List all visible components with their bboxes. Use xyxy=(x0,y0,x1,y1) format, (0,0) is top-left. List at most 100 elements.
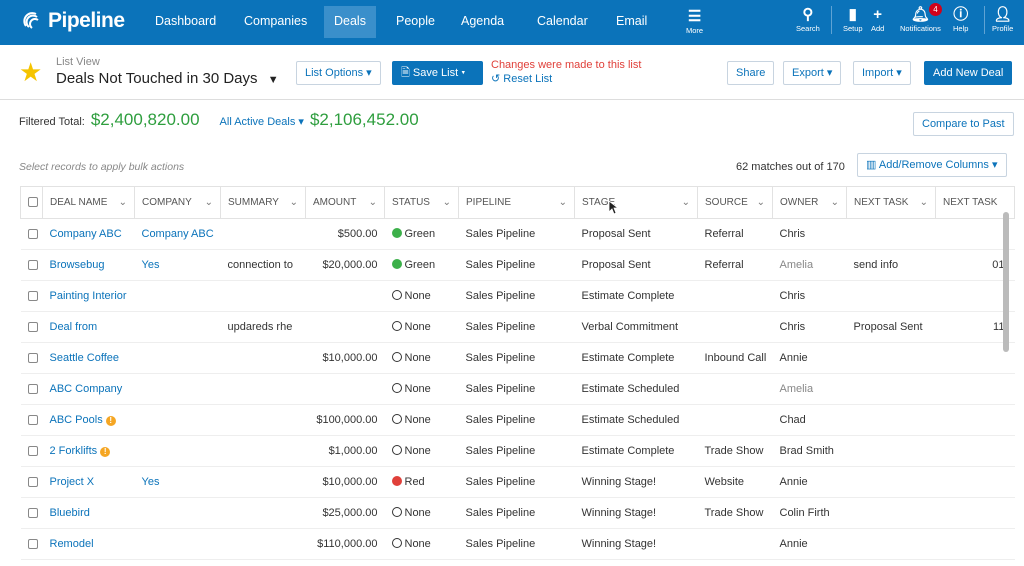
column-header[interactable]: Stage ⌄ xyxy=(574,186,698,219)
nav-email[interactable]: Email xyxy=(616,14,648,28)
deal-name-link[interactable]: Painting Interior xyxy=(49,290,127,302)
column-header[interactable]: Deal Name ⌄ xyxy=(42,186,135,219)
save-list-button[interactable]: 🗎 Save List ▾ xyxy=(392,61,483,85)
column-header[interactable]: Summary ⌄ xyxy=(220,186,306,219)
row-checkbox[interactable] xyxy=(20,311,43,343)
table-row[interactable]: Company ABC Company ABC $500.00 Green Sa… xyxy=(20,218,1015,250)
deal-name-link[interactable]: Company ABC xyxy=(49,228,122,240)
column-header[interactable]: Pipeline ⌄ xyxy=(458,186,575,219)
column-header[interactable]: Next Task xyxy=(935,186,1015,219)
deal-name-link[interactable]: 2 Forklifts xyxy=(49,445,98,457)
row-checkbox[interactable] xyxy=(20,435,43,467)
search-icon: ⚲ xyxy=(802,6,814,23)
share-button[interactable]: Share xyxy=(727,61,775,85)
nav-companies[interactable]: Companies xyxy=(244,14,308,28)
deal-name-link[interactable]: Browsebug xyxy=(49,259,105,271)
table-row[interactable]: Deal from updareds rhe None Sales Pipeli… xyxy=(20,311,1015,343)
row-checkbox[interactable] xyxy=(20,342,43,374)
table-row[interactable]: Seattle Coffee $10,000.00 None Sales Pip… xyxy=(20,342,1015,374)
chevron-down-icon[interactable]: ⌄ xyxy=(442,197,451,208)
table-row[interactable]: ABC Company None Sales Pipeline Estimate… xyxy=(20,373,1015,405)
row-checkbox[interactable] xyxy=(20,528,43,560)
import-button[interactable]: Import ▾ xyxy=(853,61,911,85)
table-row[interactable]: 2 Forklifts! $1,000.00 None Sales Pipeli… xyxy=(20,435,1015,467)
deal-name-link[interactable]: ABC Company xyxy=(49,383,123,395)
table-row[interactable]: Bluebird $25,000.00 None Sales Pipeline … xyxy=(20,497,1015,529)
table-row[interactable]: ABC Pools! $100,000.00 None Sales Pipeli… xyxy=(20,404,1015,436)
compare-to-past-button[interactable]: Compare to Past xyxy=(913,112,1014,136)
column-header[interactable]: Source ⌄ xyxy=(697,186,773,219)
active-deals-dropdown[interactable]: All Active Deals ▾ xyxy=(219,116,304,128)
column-header[interactable]: Next Task ⌄ xyxy=(846,186,936,219)
column-header[interactable]: Company ⌄ xyxy=(134,186,221,219)
list-selector[interactable]: Deals Not Touched in 30 Days ▼ xyxy=(56,70,279,87)
company-link[interactable]: Yes xyxy=(134,466,221,498)
company-link[interactable] xyxy=(134,404,221,436)
add-remove-columns-button[interactable]: ▥ Add/Remove Columns ▾ xyxy=(857,153,1007,177)
star-icon[interactable]: ★ xyxy=(19,57,43,87)
column-header[interactable]: Owner ⌄ xyxy=(772,186,847,219)
company-link[interactable] xyxy=(134,528,221,560)
chevron-down-icon[interactable]: ⌄ xyxy=(830,197,839,208)
nav-people[interactable]: People xyxy=(396,14,435,28)
add-button[interactable]: + Add xyxy=(871,6,884,33)
deal-name-link[interactable]: Bluebird xyxy=(49,507,90,519)
notifications-button[interactable]: 🔔︎ Notifications 4 xyxy=(900,3,942,33)
nav-calendar[interactable]: Calendar xyxy=(537,14,588,28)
company-link[interactable] xyxy=(134,311,221,343)
company-link[interactable]: Yes xyxy=(134,249,221,281)
company-link[interactable] xyxy=(134,373,221,405)
table-row[interactable]: Remodel $110,000.00 None Sales Pipeline … xyxy=(20,528,1015,560)
reset-list-link[interactable]: ↺ Reset List xyxy=(491,73,553,85)
summary-cell xyxy=(220,497,306,529)
company-link[interactable] xyxy=(134,342,221,374)
deals-table: Deal Name ⌄ Company ⌄ Summary ⌄ Amount ⌄ Status ⌄… xyxy=(20,186,1015,560)
column-header[interactable]: Status ⌄ xyxy=(384,186,459,219)
top-nav: Pipeline Dashboard Companies Deals People Ag… xyxy=(0,0,1024,45)
table-row[interactable]: Project X Yes $10,000.00 Red Sales Pipel… xyxy=(20,466,1015,498)
row-checkbox[interactable] xyxy=(20,466,43,498)
row-checkbox[interactable] xyxy=(20,280,43,312)
chevron-down-icon[interactable]: ⌄ xyxy=(204,197,213,208)
logo[interactable]: Pipeline xyxy=(22,9,125,33)
setup-button[interactable]: ▮ Setup xyxy=(843,6,863,33)
help-button[interactable]: ⓘ Help xyxy=(953,6,968,33)
row-checkbox[interactable] xyxy=(20,218,43,250)
column-header[interactable]: Amount ⌄ xyxy=(305,186,385,219)
row-checkbox[interactable] xyxy=(20,404,43,436)
chevron-down-icon[interactable]: ⌄ xyxy=(558,197,567,208)
row-checkbox[interactable] xyxy=(20,249,43,281)
chevron-down-icon[interactable]: ⌄ xyxy=(289,197,298,208)
more-menu[interactable]: ☰ More xyxy=(686,8,703,35)
chevron-down-icon[interactable]: ⌄ xyxy=(919,197,928,208)
nav-deals[interactable]: Deals xyxy=(324,6,376,38)
chevron-down-icon[interactable]: ⌄ xyxy=(756,197,765,208)
chevron-down-icon[interactable]: ⌄ xyxy=(368,197,377,208)
deal-name-link[interactable]: Remodel xyxy=(49,538,94,550)
deal-name-link[interactable]: Deal from xyxy=(49,321,98,333)
status-dot-icon xyxy=(391,321,402,331)
company-link[interactable]: Company ABC xyxy=(134,218,221,250)
list-options-button[interactable]: List Options ▾ xyxy=(296,61,381,85)
company-link[interactable] xyxy=(134,497,221,529)
owner-cell: Chris xyxy=(772,280,847,312)
table-row[interactable]: Browsebug Yes connection to $20,000.00 G… xyxy=(20,249,1015,281)
company-link[interactable] xyxy=(134,435,221,467)
nav-agenda[interactable]: Agenda xyxy=(461,14,505,28)
add-new-deal-button[interactable]: Add New Deal xyxy=(924,61,1013,85)
deal-name-link[interactable]: Seattle Coffee xyxy=(49,352,120,364)
chevron-down-icon[interactable]: ⌄ xyxy=(118,197,127,208)
profile-button[interactable]: 👤︎ Profile xyxy=(992,6,1013,33)
select-all-checkbox[interactable] xyxy=(20,186,43,219)
search-button[interactable]: ⚲ Search xyxy=(796,6,820,33)
nav-dashboard[interactable]: Dashboard xyxy=(155,14,217,28)
row-checkbox[interactable] xyxy=(20,497,43,529)
deal-name-link[interactable]: Project X xyxy=(49,476,95,488)
deal-name-link[interactable]: ABC Pools xyxy=(49,414,103,426)
scrollbar[interactable] xyxy=(1003,212,1009,352)
row-checkbox[interactable] xyxy=(20,373,43,405)
export-button[interactable]: Export ▾ xyxy=(783,61,842,85)
table-row[interactable]: Painting Interior None Sales Pipeline Es… xyxy=(20,280,1015,312)
chevron-down-icon[interactable]: ⌄ xyxy=(681,197,690,208)
company-link[interactable] xyxy=(134,280,221,312)
